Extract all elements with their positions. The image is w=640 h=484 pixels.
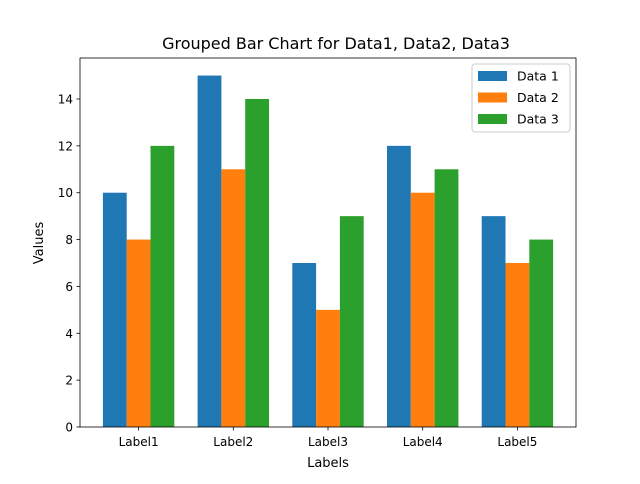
bar-data-1-label2 <box>197 75 222 427</box>
axes-layer: 0 2 4 6 8 10 12 14 Label1 Label2 Label3 Label4 Label… <box>58 57 577 449</box>
bar-data-3-label3 <box>339 216 364 427</box>
bar-data-1-label1 <box>102 192 127 427</box>
legend-swatch <box>478 114 507 124</box>
x-tick-label: Label5 <box>497 435 537 449</box>
x-tick-label: Label4 <box>403 435 443 449</box>
bar-data-1-label3 <box>292 263 317 427</box>
legend-label: Data 2 <box>517 90 559 105</box>
y-tick-label: 0 <box>65 421 73 435</box>
y-tick-label: 4 <box>65 327 73 341</box>
legend: Data 1 Data 2 Data 3 <box>471 63 571 133</box>
y-tick-label: 2 <box>65 374 73 388</box>
bar-data-1-label4 <box>387 145 411 428</box>
legend-swatch <box>478 71 507 81</box>
bar-data-2-label2 <box>221 169 246 428</box>
y-tick-label: 10 <box>58 186 73 200</box>
chart-title: Grouped Bar Chart for Data1, Data2, Data… <box>162 34 510 53</box>
bar-data-3-label4 <box>434 169 459 428</box>
y-tick-label: 8 <box>65 233 73 247</box>
x-tick-label: Label3 <box>308 435 348 449</box>
bar-data-3-label5 <box>529 239 554 427</box>
bar-data-3-label2 <box>245 99 269 427</box>
y-tick-label: 6 <box>65 280 73 294</box>
bar-data-2-label3 <box>316 309 340 427</box>
bar-data-2-label4 <box>410 192 435 427</box>
bar-data-3-label1 <box>150 145 175 428</box>
legend-label: Data 3 <box>517 112 559 127</box>
x-axis-label: Labels <box>307 456 349 471</box>
bar-data-2-label5 <box>505 263 530 427</box>
y-tick-label: 12 <box>58 139 73 153</box>
bar-data-2-label1 <box>126 239 151 427</box>
y-tick-label: 14 <box>58 93 73 107</box>
bar-data-1-label5 <box>481 216 506 427</box>
y-axis-label: Values <box>32 222 47 265</box>
bars-layer <box>102 75 554 428</box>
x-tick-label: Label1 <box>119 435 159 449</box>
x-tick-label: Label2 <box>213 435 253 449</box>
legend-swatch <box>478 92 507 103</box>
legend-label: Data 1 <box>517 69 559 84</box>
